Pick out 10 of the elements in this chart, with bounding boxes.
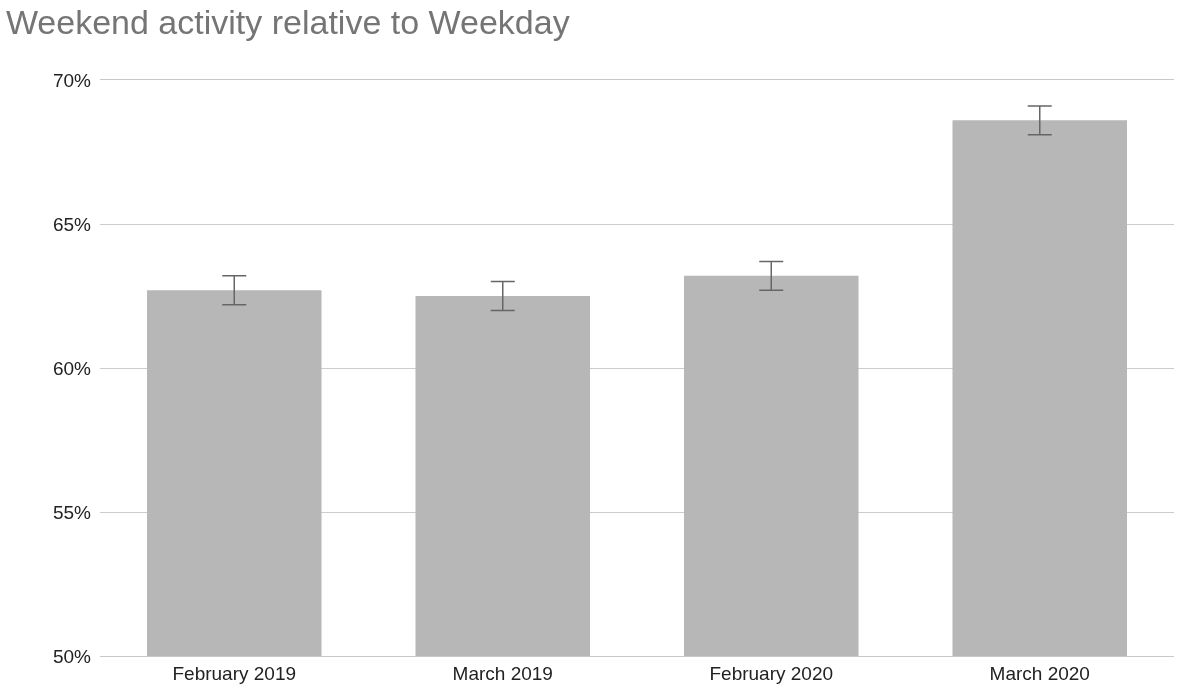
y-tick-label: 65%: [52, 213, 92, 235]
x-tick-label: February 2019: [172, 662, 297, 684]
x-tick-label: February 2020: [709, 662, 834, 684]
y-tick-label: 50%: [52, 645, 92, 667]
y-tick-label: 60%: [52, 357, 92, 379]
y-tick-label: 70%: [52, 69, 92, 91]
x-tick-label: March 2020: [989, 662, 1090, 684]
chart-title: Weekend activity relative to Weekday: [5, 3, 570, 42]
x-tick-label: March 2019: [452, 662, 553, 684]
y-tick-label: 55%: [52, 501, 92, 523]
